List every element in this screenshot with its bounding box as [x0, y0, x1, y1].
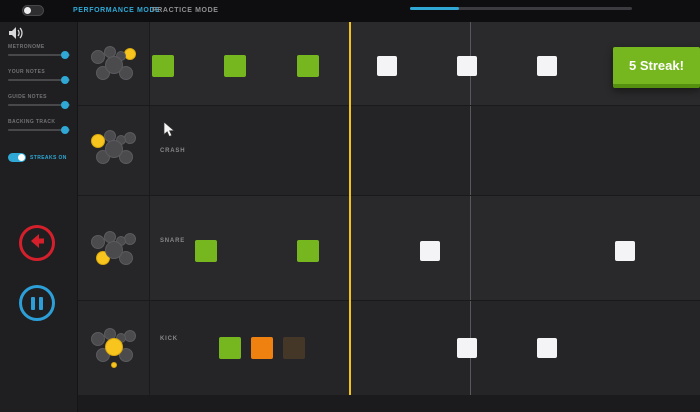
slider-track[interactable] [8, 51, 70, 59]
volume-slider-backing-track: BACKING TRACK [8, 119, 70, 144]
slider-label: METRONOME [8, 44, 45, 50]
floor-drum-circle [119, 251, 133, 265]
volume-slider-guide-notes: GUIDE NOTES [8, 94, 70, 119]
bottom-strip [78, 395, 700, 412]
playhead [349, 16, 351, 395]
song-progress-bar[interactable] [410, 7, 632, 10]
note-white [537, 338, 557, 358]
kick-drum-circle [105, 140, 123, 158]
drum-kit-icon-crash [88, 128, 140, 172]
lane-separator [78, 195, 700, 196]
floor-drum-circle [119, 348, 133, 362]
note-white [457, 56, 477, 76]
crash-drum-circle [91, 134, 105, 148]
streak-badge: 5 Streak! [613, 47, 700, 88]
note-board: 5 Streak! CRASH SNARE KICK [78, 12, 700, 395]
tab-practice-mode[interactable]: PRACTICE MODE [152, 7, 219, 14]
volume-slider-your-notes: YOUR NOTES [8, 69, 70, 94]
note-green [195, 240, 217, 262]
pedal-drum-circle [111, 362, 117, 368]
crash-drum-circle [91, 50, 105, 64]
slider-track[interactable] [8, 76, 70, 84]
pause-icon [29, 296, 45, 310]
note-green [152, 55, 174, 77]
slider-label: YOUR NOTES [8, 69, 46, 75]
streaks-toggle-row: STREAKS ON [8, 153, 67, 162]
lane-1 [150, 105, 700, 195]
drum-kit-icon-snare [88, 229, 140, 273]
lane-3 [150, 300, 700, 395]
streaks-toggle[interactable] [8, 153, 26, 162]
note-white [615, 241, 635, 261]
speaker-icon [8, 26, 24, 45]
note-green [297, 55, 319, 77]
note-grid: 5 Streak! CRASH SNARE KICK [150, 12, 700, 395]
note-orange [251, 337, 273, 359]
slider-knob[interactable] [61, 101, 70, 109]
kick-drum-circle [105, 241, 123, 259]
floor-drum-circle [119, 66, 133, 80]
kick-drum-circle [105, 338, 123, 356]
lane-label-crash: CRASH [160, 148, 186, 154]
note-ghost [283, 337, 305, 359]
volume-slider-metronome: METRONOME [8, 44, 70, 69]
top-bar: PERFORMANCE MODE PRACTICE MODE [0, 0, 700, 22]
note-green [219, 337, 241, 359]
note-green [224, 55, 246, 77]
note-white [537, 56, 557, 76]
streaks-label: STREAKS ON [30, 154, 67, 161]
slider-track[interactable] [8, 101, 70, 109]
slider-knob[interactable] [61, 76, 70, 84]
sidebar: METRONOME YOUR NOTES GUIDE NOTES BACKING TR… [0, 22, 78, 412]
lane-label-kick: KICK [160, 336, 178, 342]
lane-separator [78, 300, 700, 301]
slider-label: BACKING TRACK [8, 119, 56, 125]
beat-line [470, 22, 471, 395]
song-progress-fill [410, 7, 459, 10]
drum-kit-icon-kick [88, 326, 140, 370]
kick-drum-circle [105, 56, 123, 74]
pause-button[interactable] [19, 285, 55, 321]
mini-toggle[interactable] [22, 5, 44, 16]
drum-kit-icon-hihat [88, 44, 140, 88]
mini-toggle-knob [24, 7, 31, 14]
volume-sliders: METRONOME YOUR NOTES GUIDE NOTES BACKING TR… [8, 44, 70, 144]
slider-knob[interactable] [61, 126, 70, 134]
mouse-cursor-icon [163, 121, 175, 143]
note-white [377, 56, 397, 76]
drum-icons-column [78, 22, 150, 395]
slider-label: GUIDE NOTES [8, 94, 47, 100]
slider-track[interactable] [8, 126, 70, 134]
streaks-toggle-knob [18, 154, 25, 161]
lane-separator [78, 105, 700, 106]
crash-drum-circle [91, 235, 105, 249]
note-white [420, 241, 440, 261]
tab-performance-mode[interactable]: PERFORMANCE MODE [73, 7, 161, 14]
floor-drum-circle [119, 150, 133, 164]
note-white [457, 338, 477, 358]
slider-knob[interactable] [61, 51, 70, 59]
crash-drum-circle [91, 332, 105, 346]
restart-button[interactable] [19, 225, 55, 261]
back-arrow-icon [27, 231, 47, 256]
note-green [297, 240, 319, 262]
lane-label-snare: SNARE [160, 238, 186, 244]
